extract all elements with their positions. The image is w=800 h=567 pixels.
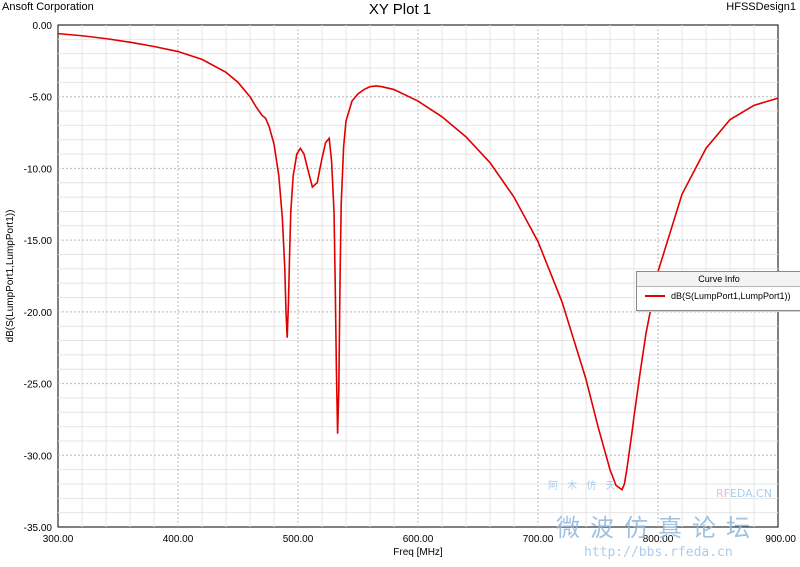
watermark-forum-name: 微波仿真论坛 xyxy=(556,514,760,542)
y-tick-label: -20.00 xyxy=(24,308,53,319)
y-tick-label: -30.00 xyxy=(24,451,53,462)
x-tick-label: 600.00 xyxy=(403,534,434,545)
curve-info-legend[interactable]: Curve Info dB(S(LumpPort1,LumpPort1)) xyxy=(636,271,800,311)
x-tick-label: 800.00 xyxy=(643,534,674,545)
x-tick-label: 300.00 xyxy=(43,534,74,545)
watermark-url: http://bbs.rfeda.cn xyxy=(584,545,733,560)
y-tick-label: -35.00 xyxy=(24,523,53,534)
y-tick-label: -15.00 xyxy=(24,236,53,247)
x-tick-label: 900.00 xyxy=(765,534,796,545)
x-tick-label: 400.00 xyxy=(163,534,194,545)
major-grid xyxy=(58,25,778,527)
watermark-brand-r: R xyxy=(716,487,724,500)
design-name: HFSSDesign1 xyxy=(726,1,796,13)
legend-swatch xyxy=(645,295,665,297)
y-tick-label: -5.00 xyxy=(29,93,52,104)
x-tick-label: 500.00 xyxy=(283,534,314,545)
legend-entry[interactable]: dB(S(LumpPort1,LumpPort1)) xyxy=(637,287,800,305)
s11-curve-line xyxy=(57,32,779,491)
y-tick-label: -10.00 xyxy=(24,164,53,175)
y-tick-label: -25.00 xyxy=(24,380,53,391)
legend-title: Curve Info xyxy=(637,272,800,287)
x-tick-labels: 300.00 400.00 500.00 600.00 700.00 800.00 900.… xyxy=(43,534,797,545)
watermark-brand-rest: FEDA.CN xyxy=(723,487,772,500)
x-axis-label: Freq [MHz] xyxy=(393,547,443,558)
watermark-brand: RFEDA.CN xyxy=(716,487,772,500)
y-tick-labels: 0.00 -5.00 -10.00 -15.00 -20.00 -25.00 -30.00 -… xyxy=(24,21,53,534)
company-label: Ansoft Corporation xyxy=(2,1,94,13)
watermark-top-text: 阿 木 仿 天 xyxy=(548,481,619,492)
y-axis-label: dB(S(LumpPort1,LumpPort1)) xyxy=(5,210,16,343)
legend-entry-label: dB(S(LumpPort1,LumpPort1)) xyxy=(671,291,791,301)
y-tick-label: 0.00 xyxy=(33,21,53,32)
plot-title: XY Plot 1 xyxy=(368,1,432,18)
x-tick-label: 700.00 xyxy=(523,534,554,545)
